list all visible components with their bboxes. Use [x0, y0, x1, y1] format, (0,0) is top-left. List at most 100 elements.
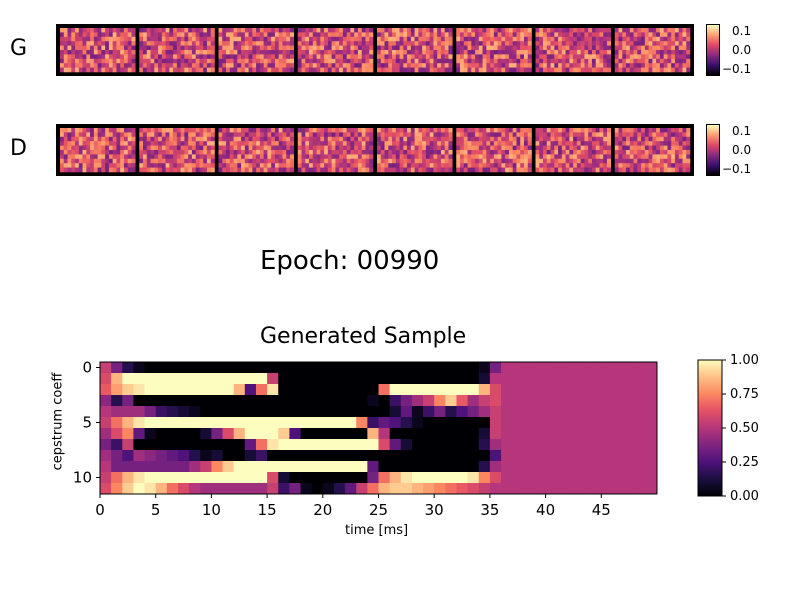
heatmap-cell	[479, 384, 491, 395]
heatmap-cell	[367, 395, 379, 406]
heatmap-cell	[178, 461, 190, 472]
heatmap-cell	[546, 483, 558, 494]
heatmap-cell	[379, 395, 391, 406]
heatmap-cell	[267, 483, 279, 494]
heatmap-cell	[612, 428, 624, 439]
heatmap-cell	[223, 483, 235, 494]
heatmap-cell	[301, 395, 313, 406]
heatmap-cell	[523, 406, 535, 417]
heatmap-cell	[412, 406, 424, 417]
heatmap-cell	[401, 483, 413, 494]
heatmap-cell	[323, 483, 335, 494]
heatmap-cell	[289, 461, 301, 472]
heatmap-cell	[323, 395, 335, 406]
heatmap-cell	[189, 373, 201, 384]
heatmap-cell	[178, 483, 190, 494]
heatmap-cell	[412, 384, 424, 395]
heatmap-cell	[534, 439, 546, 450]
heatmap-cell	[367, 384, 379, 395]
heatmap-cell	[356, 472, 368, 483]
heatmap-cell	[367, 461, 379, 472]
heatmap-cell	[323, 450, 335, 461]
heatmap-cell	[379, 472, 391, 483]
heatmap-cell	[423, 483, 435, 494]
y-tick-label: 5	[82, 414, 92, 432]
heatmap-cell	[145, 417, 157, 428]
heatmap-cell	[445, 417, 457, 428]
heatmap-cell	[523, 483, 535, 494]
heatmap-cell	[367, 439, 379, 450]
heatmap-cell	[534, 472, 546, 483]
heatmap-cell	[223, 362, 235, 373]
heatmap-cell	[456, 483, 468, 494]
heatmap-cell	[356, 406, 368, 417]
heatmap-cell	[390, 384, 402, 395]
heatmap-cell	[612, 395, 624, 406]
heatmap-cell	[122, 472, 134, 483]
heatmap-cell	[211, 450, 223, 461]
heatmap-cell	[156, 450, 168, 461]
heatmap-cell	[646, 483, 658, 494]
heatmap-cell	[278, 417, 290, 428]
heatmap-cell	[601, 406, 613, 417]
heatmap-cell	[624, 384, 636, 395]
heatmap-cell	[133, 417, 145, 428]
heatmap-cell	[234, 406, 246, 417]
heatmap-cell	[601, 439, 613, 450]
heatmap-cell	[579, 461, 591, 472]
heatmap-cell	[100, 384, 112, 395]
heatmap-cell	[590, 395, 602, 406]
heatmap-cell	[590, 472, 602, 483]
heatmap-cell	[312, 472, 324, 483]
heatmap-cell	[379, 428, 391, 439]
heatmap-cell	[434, 384, 446, 395]
heatmap-cell	[445, 395, 457, 406]
heatmap-cell	[534, 406, 546, 417]
heatmap-cell	[256, 439, 268, 450]
heatmap-cell	[345, 384, 357, 395]
heatmap-cell	[234, 483, 246, 494]
heatmap-cell	[211, 461, 223, 472]
heatmap-cell	[401, 373, 413, 384]
heatmap-cell	[568, 362, 580, 373]
heatmap-cell	[501, 406, 513, 417]
heatmap-cell	[423, 417, 435, 428]
heatmap-cell	[234, 472, 246, 483]
heatmap-cell	[546, 472, 558, 483]
heatmap-cell	[156, 439, 168, 450]
heatmap-cell	[111, 362, 123, 373]
heatmap-cell	[579, 450, 591, 461]
heatmap-cell	[568, 461, 580, 472]
x-tick-label: 45	[592, 501, 611, 519]
heatmap-cell	[512, 395, 524, 406]
heatmap-cell	[612, 472, 624, 483]
heatmap-cell	[412, 461, 424, 472]
heatmap-cell	[490, 417, 502, 428]
heatmap-cell	[234, 373, 246, 384]
heatmap-cell	[267, 450, 279, 461]
heatmap-cell	[256, 461, 268, 472]
heatmap-cell	[557, 362, 569, 373]
heatmap-cell	[534, 417, 546, 428]
heatmap-cell	[167, 428, 179, 439]
heatmap-cell	[289, 406, 301, 417]
heatmap-cell	[267, 428, 279, 439]
heatmap-cell	[523, 439, 535, 450]
heatmap-cell	[624, 461, 636, 472]
heatmap-cell	[200, 483, 212, 494]
heatmap-cell	[523, 472, 535, 483]
heatmap-cell	[312, 406, 324, 417]
heatmap-cell	[234, 417, 246, 428]
heatmap-cell	[122, 483, 134, 494]
heatmap-cell	[479, 406, 491, 417]
heatmap-cell	[590, 362, 602, 373]
heatmap-cell	[345, 450, 357, 461]
heatmap-cell	[479, 450, 491, 461]
heatmap-cell	[512, 450, 524, 461]
heatmap-cell	[468, 406, 480, 417]
heatmap-cell	[156, 472, 168, 483]
heatmap-cell	[490, 472, 502, 483]
heatmap-cell	[401, 461, 413, 472]
heatmap-cell	[289, 428, 301, 439]
heatmap-cell	[412, 395, 424, 406]
